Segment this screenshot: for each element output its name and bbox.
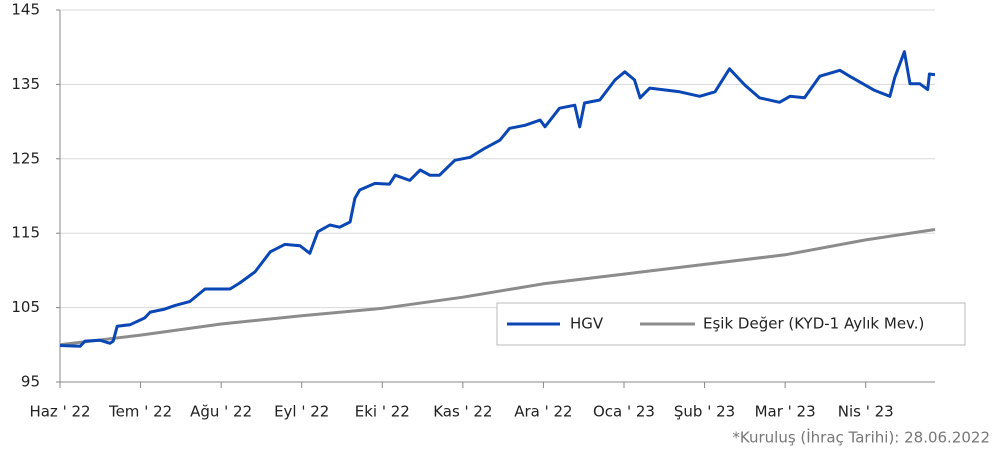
y-tick-label: 145	[11, 1, 40, 19]
y-tick-label: 105	[11, 298, 40, 316]
x-tick-label: Oca ' 23	[593, 403, 655, 421]
x-tick-label: Ağu ' 22	[190, 403, 252, 421]
y-tick-label: 125	[11, 149, 40, 167]
series-line	[59, 228, 936, 347]
y-tick-label: 135	[11, 75, 40, 93]
x-tick-label: Tem ' 22	[108, 403, 172, 421]
x-tick-label: Eyl ' 22	[274, 403, 329, 421]
x-tick-label: Şub ' 23	[674, 403, 735, 421]
series-line	[59, 50, 936, 348]
annotation: *Kuruluş (İhraç Tarihi): 28.06.2022	[732, 428, 990, 447]
y-tick-label: 115	[11, 224, 40, 242]
legend-box	[496, 302, 966, 346]
x-tick-label: Nis ' 23	[838, 403, 894, 421]
legend-label: HGV	[570, 315, 604, 333]
legend-label: Eşik Değer (KYD-1 Aylık Mev.)	[703, 315, 924, 333]
x-tick-label: Haz ' 22	[29, 403, 90, 421]
x-tick-label: Ara ' 22	[514, 403, 572, 421]
x-tick-label: Mar ' 23	[755, 403, 816, 421]
x-tick-label: Eki ' 22	[355, 403, 410, 421]
x-tick-label: Kas ' 22	[433, 403, 492, 421]
y-tick-label: 95	[21, 373, 40, 391]
